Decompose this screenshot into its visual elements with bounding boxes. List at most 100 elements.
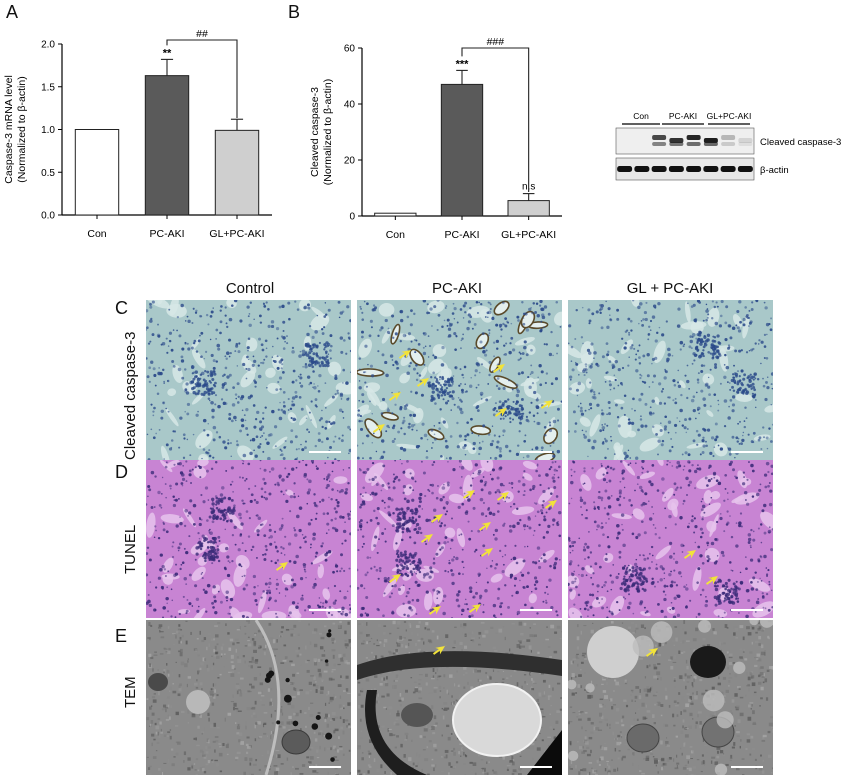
y-tick-label: 1.5 [41, 82, 55, 93]
cell-nucleus [668, 449, 672, 453]
cell-nucleus [322, 512, 326, 516]
tem-grain [208, 717, 210, 722]
cell-nucleus [457, 397, 460, 399]
cell-nucleus [536, 510, 540, 514]
tem-grain [296, 631, 298, 634]
tem-grain [160, 731, 163, 734]
cell-nucleus [585, 604, 588, 607]
cell-nucleus [740, 582, 743, 585]
cell-nucleus [176, 329, 178, 332]
panel-letter-c: C [115, 298, 128, 318]
cell-nucleus [253, 318, 255, 321]
tem-grain [340, 726, 344, 730]
cell-nucleus [770, 372, 773, 376]
y-tick-label: 0.5 [41, 168, 55, 179]
cell-nucleus [471, 327, 474, 330]
cell-nucleus [376, 521, 380, 526]
cell-nucleus [610, 588, 613, 591]
cell-nucleus [684, 374, 687, 377]
cell-nucleus [357, 568, 359, 572]
cell-nucleus [532, 484, 536, 489]
tem-grain [343, 653, 346, 657]
cell-nucleus [329, 334, 333, 338]
cell-nucleus [225, 322, 228, 325]
cell-nucleus [577, 405, 580, 408]
cell-nucleus [692, 303, 696, 307]
cell-nucleus [255, 435, 259, 439]
tem-grain [313, 731, 316, 734]
cell-nucleus [510, 558, 513, 561]
blot-band-actin [634, 166, 650, 172]
cell-nucleus [532, 560, 535, 564]
glomerulus-nucleus [636, 589, 639, 592]
cell-nucleus [578, 574, 580, 576]
cell-nucleus [568, 537, 571, 540]
cell-nucleus [762, 377, 764, 380]
tubule-lumen [580, 474, 592, 491]
cell-nucleus [326, 522, 330, 526]
cell-nucleus [493, 406, 497, 410]
cell-nucleus [488, 332, 491, 334]
cell-nucleus [379, 569, 382, 573]
cell-nucleus [361, 335, 364, 339]
tem-grain [166, 735, 170, 738]
tem-grain [179, 683, 182, 687]
tem-grain [250, 665, 254, 669]
cell-nucleus [284, 439, 287, 443]
tem-grain [313, 643, 318, 648]
glomerulus-nucleus [396, 515, 399, 518]
cell-nucleus [478, 575, 480, 578]
tem-grain [321, 654, 326, 657]
glomerulus-nucleus [209, 381, 212, 384]
tem-grain [275, 767, 280, 772]
cell-nucleus [648, 325, 651, 328]
tem-background [146, 620, 351, 775]
significance-stars: *** [456, 58, 470, 70]
tem-grain [314, 660, 317, 663]
glomerulus-nucleus [207, 392, 211, 395]
tem-grain [288, 715, 292, 720]
glomerulus-nucleus [204, 369, 207, 373]
cell-nucleus [537, 376, 539, 378]
cell-nucleus [770, 317, 773, 320]
cell-nucleus [730, 535, 734, 539]
cell-nucleus [243, 502, 246, 505]
cell-nucleus [696, 378, 700, 381]
tem-grain [335, 773, 339, 775]
tem-grain [415, 642, 417, 647]
y-tick-label: 0 [349, 212, 355, 223]
cell-nucleus [224, 528, 227, 531]
tem-grain [164, 706, 169, 709]
cell-nucleus [648, 552, 651, 555]
cell-nucleus [752, 431, 756, 435]
cell-nucleus [722, 554, 725, 557]
cell-nucleus [512, 502, 516, 506]
cell-nucleus [478, 446, 482, 451]
cell-nucleus [415, 572, 417, 575]
cell-nucleus [443, 541, 447, 545]
cell-nucleus [663, 584, 667, 588]
blot-band-caspase3 [652, 135, 667, 140]
cell-nucleus [246, 433, 249, 436]
cell-nucleus [205, 313, 209, 317]
glomerulus-nucleus [751, 382, 755, 386]
cell-nucleus [337, 300, 341, 304]
cell-nucleus [545, 601, 548, 604]
cell-nucleus [365, 385, 368, 388]
cell-nucleus [710, 496, 713, 499]
cell-nucleus [330, 422, 333, 426]
tem-grain [223, 666, 226, 668]
tem-grain [463, 751, 465, 756]
cell-nucleus [671, 445, 674, 449]
cell-nucleus [580, 573, 584, 578]
cell-nucleus [217, 535, 221, 539]
cell-nucleus [663, 376, 667, 380]
cell-nucleus [422, 576, 426, 579]
cell-nucleus [361, 606, 365, 610]
tem-grain [320, 636, 325, 640]
cell-nucleus [673, 482, 677, 486]
tubule-lumen [710, 491, 721, 500]
cell-nucleus [583, 546, 585, 548]
cell-nucleus [491, 477, 494, 481]
